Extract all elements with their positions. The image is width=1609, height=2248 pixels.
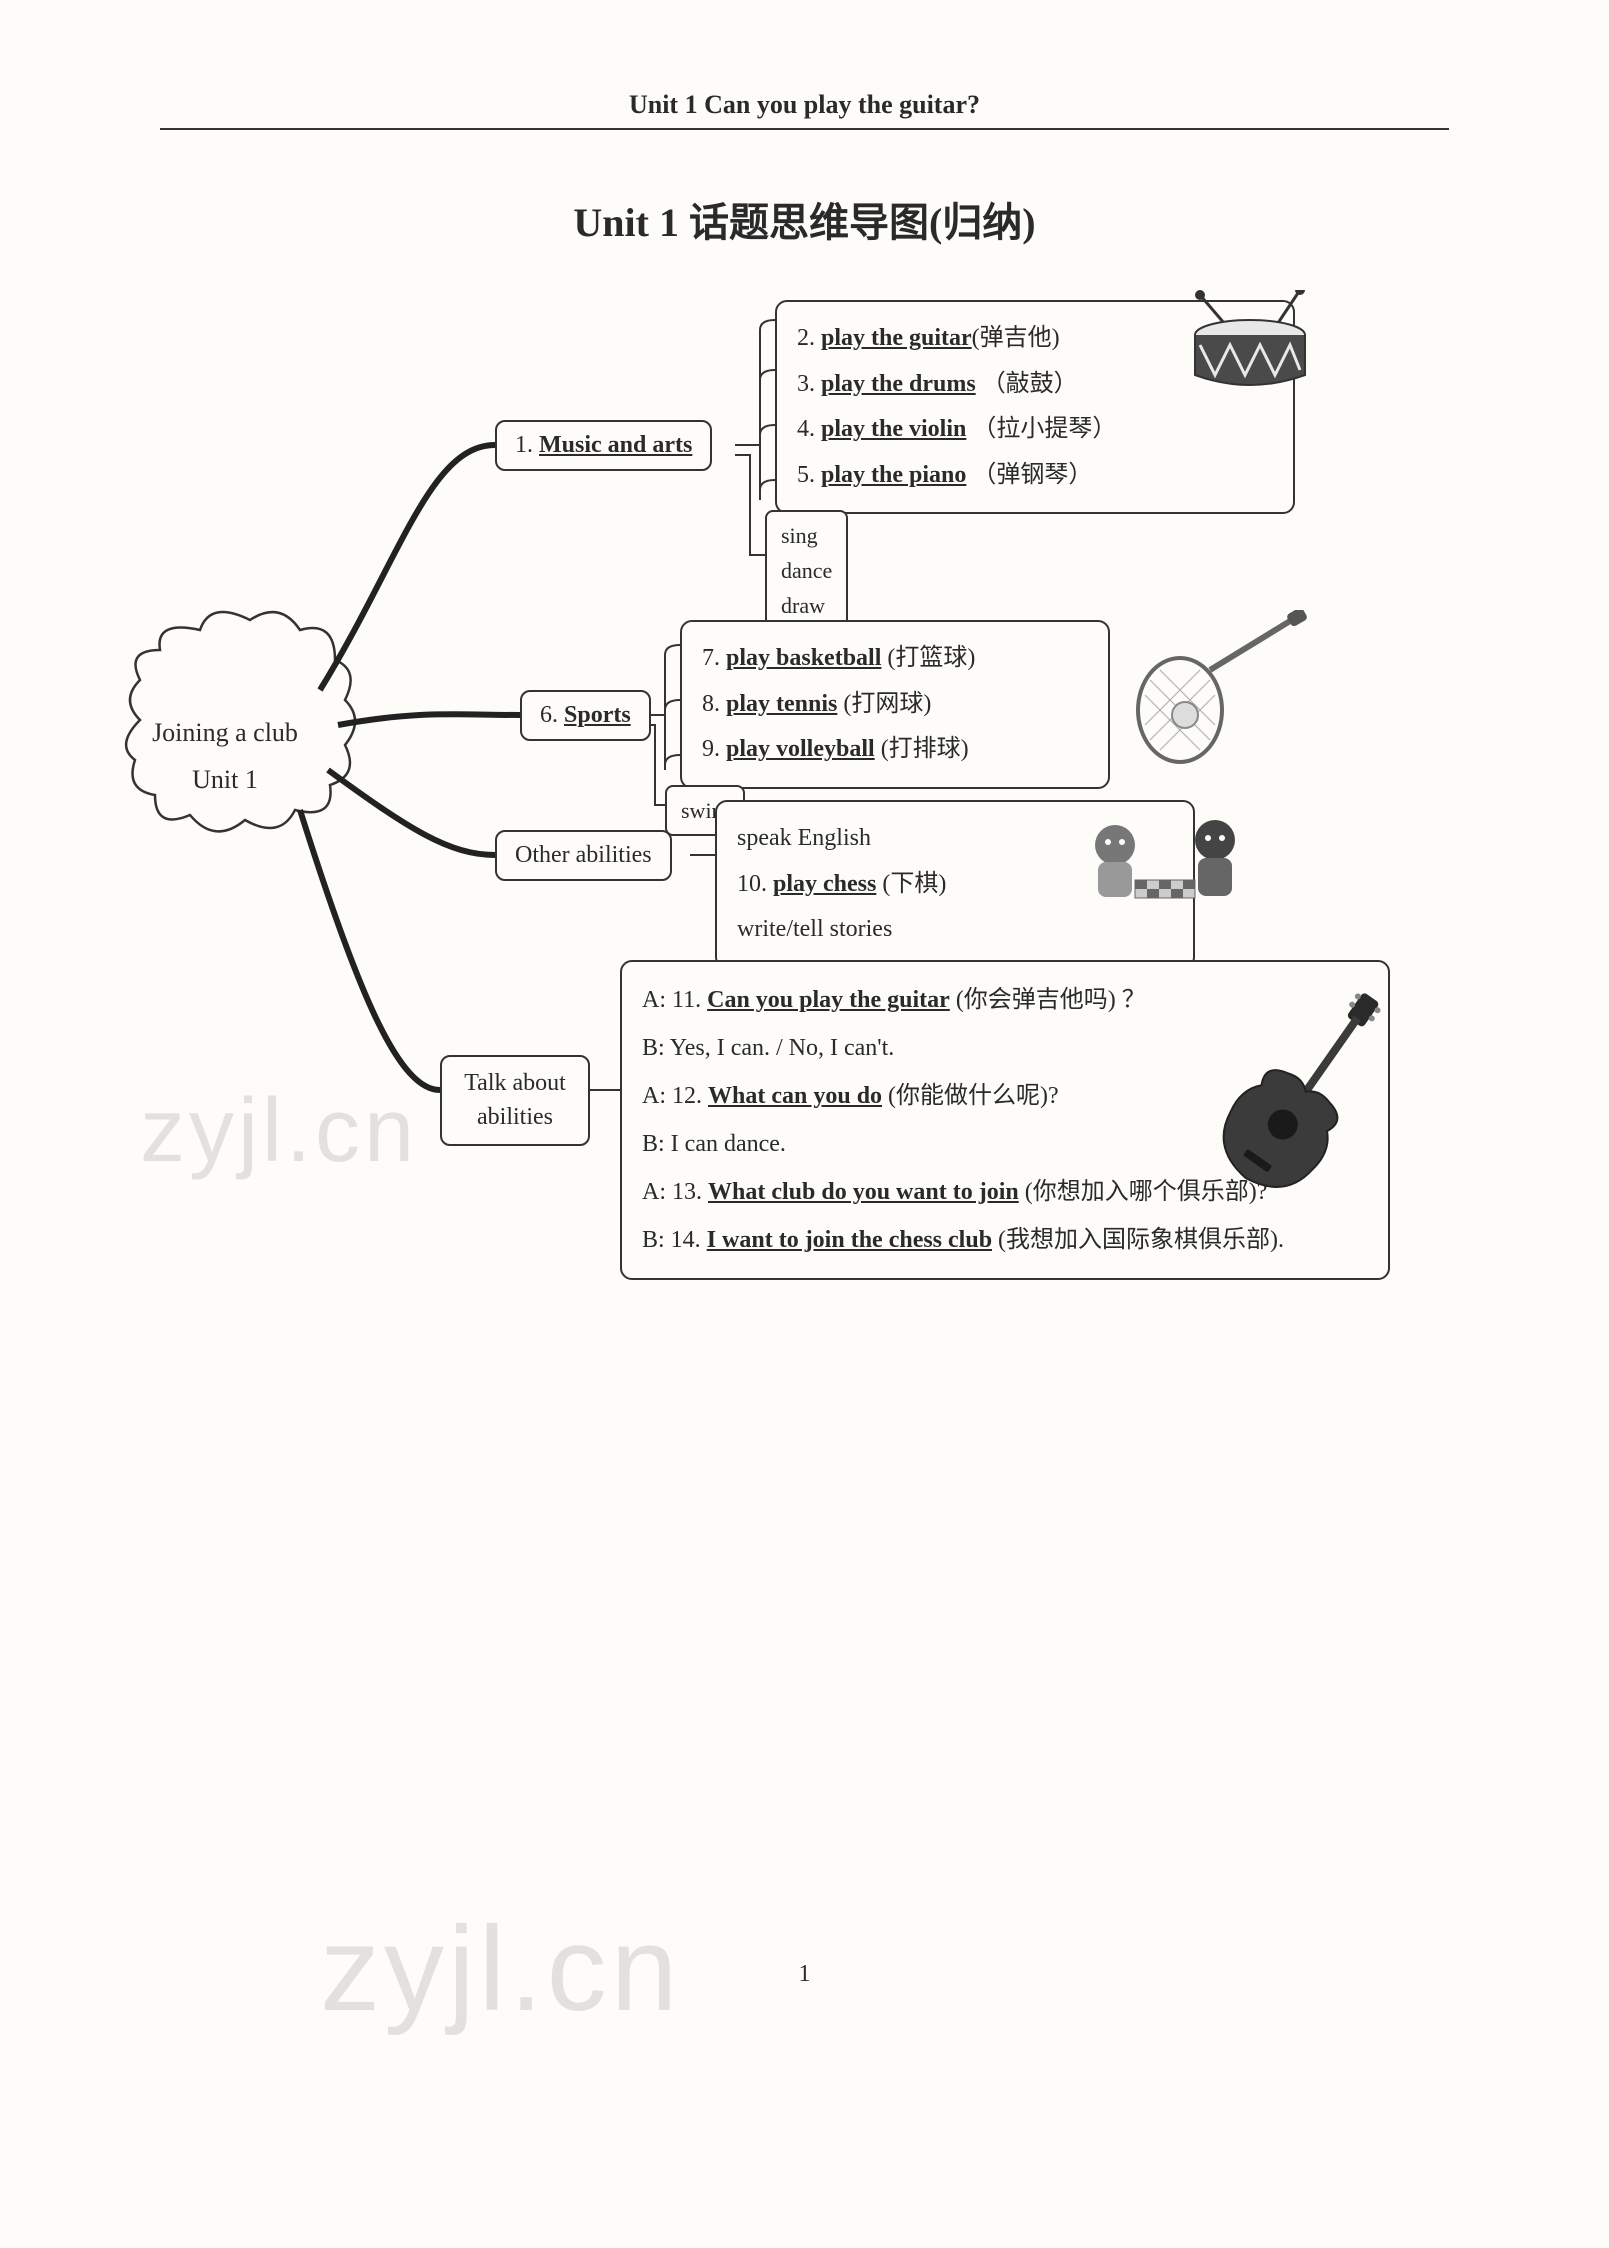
branch-music: 1. Music and arts <box>495 420 712 471</box>
page-header: Unit 1 Can you play the guitar? <box>160 90 1449 130</box>
root-node: Joining a club Unit 1 <box>110 670 340 830</box>
music-num: 1. <box>515 432 533 458</box>
sports-detail: 7. play basketball (打篮球) 8. play tennis … <box>680 620 1110 789</box>
music-item: 4. play the violin （拉小提琴） <box>797 407 1273 453</box>
music-item: 5. play the piano （弹钢琴） <box>797 453 1273 499</box>
children-chess-icon <box>1070 810 1260 930</box>
root-line1: Joining a club <box>110 710 340 757</box>
mind-map: Joining a club Unit 1 1. Music and arts … <box>100 300 1500 1350</box>
guitar-icon <box>1190 970 1410 1230</box>
other-label: Other abilities <box>515 842 652 868</box>
header-rule <box>160 128 1449 130</box>
root-line2: Unit 1 <box>110 757 340 804</box>
tennis-racket-icon <box>1120 610 1310 780</box>
sports-item: 8. play tennis (打网球) <box>702 682 1088 728</box>
page-number: 1 <box>0 1961 1609 1988</box>
talk-label: Talk about abilities <box>464 1070 566 1130</box>
page-title: Unit 1 话题思维导图(归纳) <box>0 190 1609 248</box>
sports-item: 9. play volleyball (打排球) <box>702 727 1088 773</box>
sports-label: Sports <box>564 702 631 728</box>
music-label: Music and arts <box>539 432 692 458</box>
branch-talk: Talk about abilities <box>440 1055 590 1146</box>
branch-sports: 6. Sports <box>520 690 651 741</box>
branch-other: Other abilities <box>495 830 672 881</box>
sports-num: 6. <box>540 702 558 728</box>
watermark-text: zyjl.cn <box>140 1080 418 1183</box>
drum-icon <box>1170 290 1320 410</box>
sports-item: 7. play basketball (打篮球) <box>702 636 1088 682</box>
header-title: Unit 1 Can you play the guitar? <box>160 90 1449 120</box>
music-extra: sing dance draw <box>765 510 848 632</box>
